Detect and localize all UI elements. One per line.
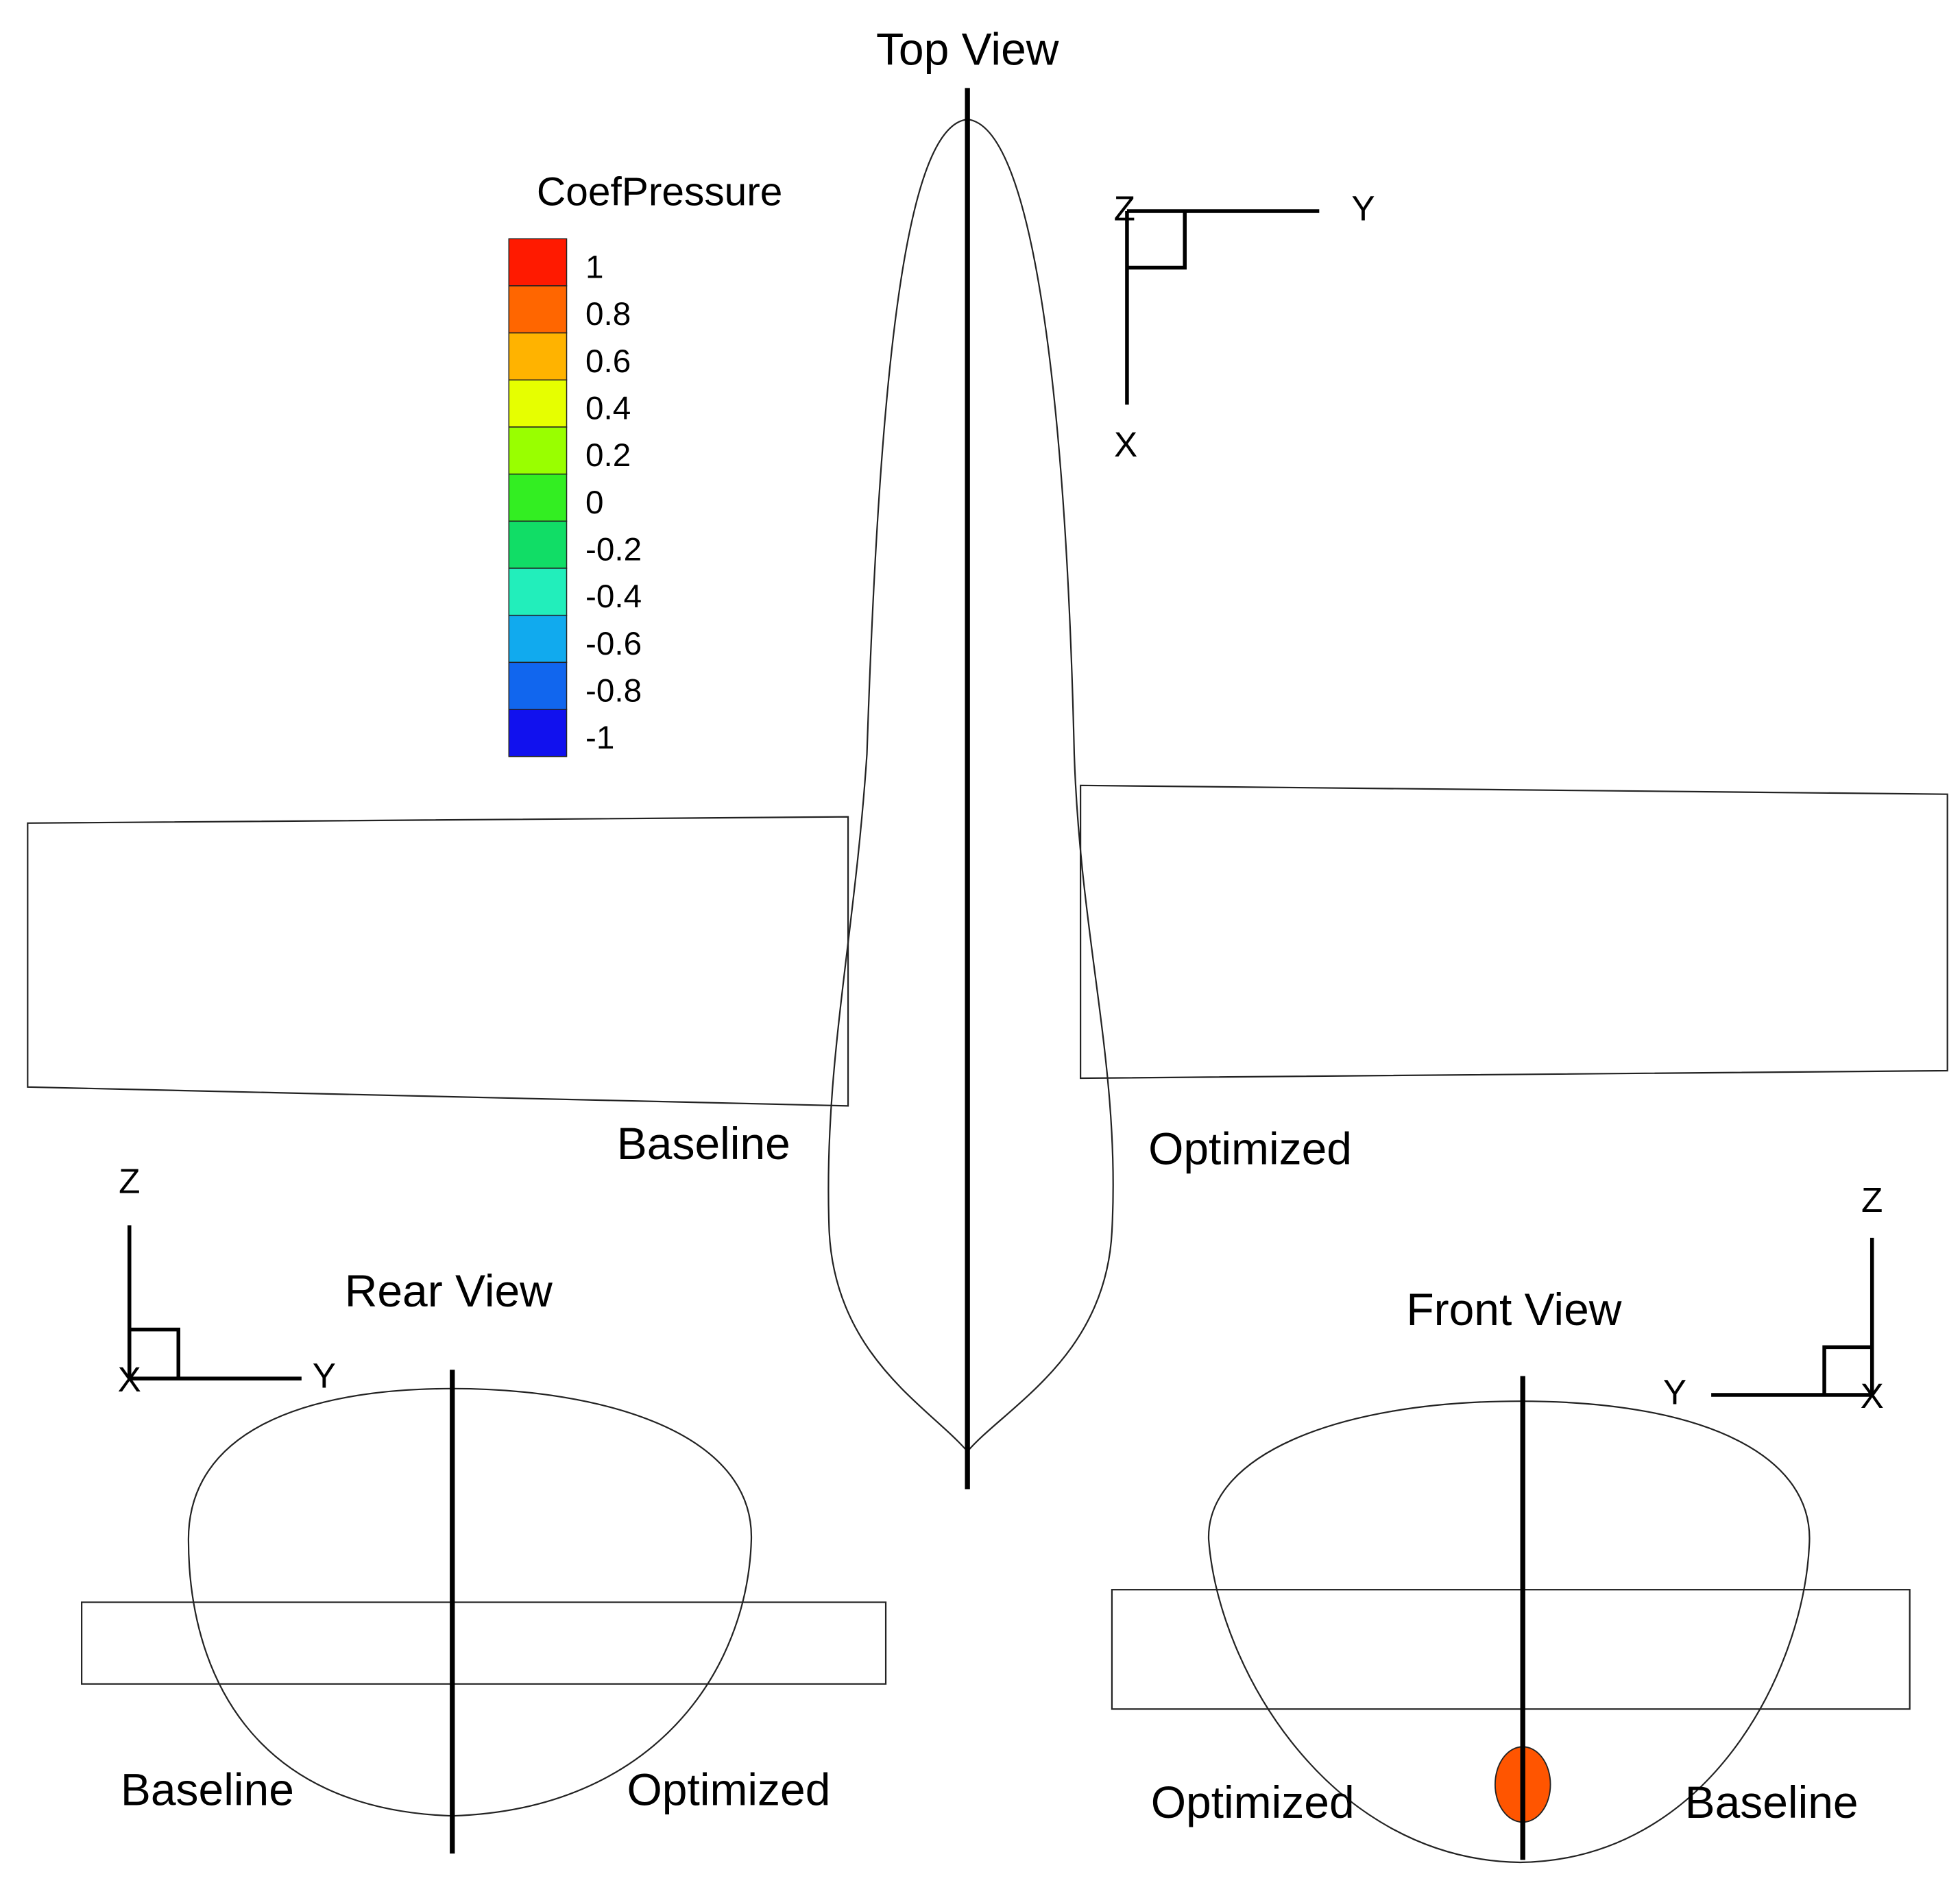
fuselage: [827, 119, 1114, 1453]
wing-right: [1080, 784, 1948, 1080]
legend-label: -0.4: [585, 579, 642, 615]
axis-label: Y: [313, 1357, 336, 1396]
legend-label: -1: [585, 720, 614, 756]
axis-label: Y: [1351, 189, 1375, 228]
legend-swatch: [508, 661, 568, 710]
axis-label: X: [118, 1360, 141, 1399]
legend-label: -0.2: [585, 532, 642, 568]
label: Baseline: [121, 1764, 294, 1815]
legend-label: -0.6: [585, 626, 642, 662]
legend-swatch: [508, 709, 568, 757]
label: Baseline: [1685, 1777, 1859, 1827]
legend-label: 0: [585, 485, 603, 521]
label: Baseline: [617, 1118, 790, 1169]
legend-swatch: [508, 614, 568, 664]
legend-swatch: [508, 568, 568, 616]
legend-label: -0.8: [585, 673, 642, 709]
legend-title: CoefPressure: [537, 170, 782, 215]
legend-swatch: [508, 520, 568, 569]
axis-label: X: [1861, 1376, 1884, 1415]
axis-label: Z: [119, 1162, 140, 1201]
legend-label: 0.6: [585, 343, 631, 380]
legend-label: 0.2: [585, 437, 631, 474]
axis-label: X: [1114, 425, 1137, 464]
fuselage-front: [1207, 1400, 1811, 1864]
legend-swatch: [508, 379, 568, 428]
legend-swatch: [508, 473, 568, 522]
wing-stub: [1111, 1589, 1911, 1710]
legend-swatch: [508, 426, 568, 475]
label: Optimized: [1148, 1123, 1352, 1174]
legend-swatch: [508, 285, 568, 334]
view-title: Top View: [876, 23, 1059, 74]
color-legend: CoefPressure 1 0.8 0.6 0.4 0.2 0 -0.2 -0.4 -0.6 -…: [508, 170, 782, 757]
view-title: Front View: [1406, 1284, 1621, 1335]
axis-triad: Z Y X: [118, 1162, 336, 1400]
legend-swatch: [508, 332, 568, 381]
legend-label: 1: [585, 250, 603, 286]
legend-label: 0.8: [585, 296, 631, 332]
wing-stub: [81, 1601, 887, 1685]
label: Optimized: [627, 1764, 831, 1815]
wing-left: [27, 816, 849, 1107]
axis-triad: Z Y X: [1114, 189, 1375, 465]
view-title: Rear View: [345, 1265, 553, 1316]
legend-swatch: [508, 238, 568, 287]
legend-label: 0.4: [585, 391, 631, 427]
label: Optimized: [1151, 1777, 1355, 1827]
axis-label: Z: [1861, 1180, 1883, 1219]
axis-triad: Z Y X: [1663, 1180, 1884, 1415]
axis-label: Y: [1663, 1373, 1686, 1412]
axis-label: Z: [1114, 189, 1135, 228]
